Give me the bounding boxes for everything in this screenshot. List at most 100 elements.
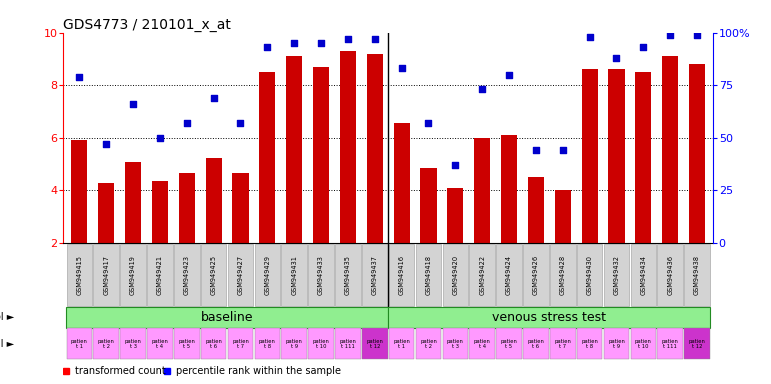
Text: venous stress test: venous stress test xyxy=(493,311,606,324)
FancyBboxPatch shape xyxy=(174,328,200,359)
Text: patien
t 4: patien t 4 xyxy=(151,339,168,349)
Bar xyxy=(98,182,114,243)
FancyBboxPatch shape xyxy=(281,328,307,359)
FancyBboxPatch shape xyxy=(443,328,468,359)
Bar xyxy=(420,168,436,243)
FancyBboxPatch shape xyxy=(577,244,602,306)
Point xyxy=(73,74,86,80)
FancyBboxPatch shape xyxy=(66,328,92,359)
Text: patien
t 7: patien t 7 xyxy=(554,339,571,349)
Point xyxy=(315,40,327,46)
Text: patien
t 1: patien t 1 xyxy=(71,339,88,349)
Point xyxy=(342,36,354,42)
Bar xyxy=(179,173,195,243)
FancyBboxPatch shape xyxy=(497,328,522,359)
Text: protocol ►: protocol ► xyxy=(0,313,15,323)
Text: patien
t 12: patien t 12 xyxy=(689,339,705,349)
FancyBboxPatch shape xyxy=(362,328,388,359)
Point xyxy=(423,120,435,126)
Point xyxy=(637,44,649,50)
Text: GSM949418: GSM949418 xyxy=(426,255,432,295)
Point xyxy=(584,34,596,40)
FancyBboxPatch shape xyxy=(93,328,119,359)
Text: GDS4773 / 210101_x_at: GDS4773 / 210101_x_at xyxy=(63,18,231,31)
FancyBboxPatch shape xyxy=(335,244,361,306)
Point xyxy=(611,55,623,61)
FancyBboxPatch shape xyxy=(658,244,683,306)
Text: GSM949415: GSM949415 xyxy=(76,255,82,295)
FancyBboxPatch shape xyxy=(685,244,710,306)
FancyBboxPatch shape xyxy=(604,244,629,306)
FancyBboxPatch shape xyxy=(227,328,253,359)
Point xyxy=(503,72,515,78)
Text: patien
t 4: patien t 4 xyxy=(473,339,490,349)
Point xyxy=(476,86,488,93)
FancyBboxPatch shape xyxy=(66,307,388,328)
Text: patien
t 5: patien t 5 xyxy=(500,339,517,349)
Text: GSM949432: GSM949432 xyxy=(614,255,619,295)
Point xyxy=(127,101,140,107)
FancyBboxPatch shape xyxy=(416,244,441,306)
FancyBboxPatch shape xyxy=(254,328,280,359)
FancyBboxPatch shape xyxy=(550,328,575,359)
FancyBboxPatch shape xyxy=(66,244,92,306)
Text: patien
t 111: patien t 111 xyxy=(662,339,678,349)
Text: GSM949427: GSM949427 xyxy=(237,255,244,295)
Text: GSM949417: GSM949417 xyxy=(103,255,109,295)
Text: GSM949433: GSM949433 xyxy=(318,255,324,295)
Text: patien
t 7: patien t 7 xyxy=(232,339,249,349)
Text: individual ►: individual ► xyxy=(0,339,15,349)
Text: patien
t 2: patien t 2 xyxy=(420,339,437,349)
Text: GSM949431: GSM949431 xyxy=(291,255,297,295)
Text: GSM949424: GSM949424 xyxy=(506,255,512,295)
Text: patien
t 10: patien t 10 xyxy=(635,339,651,349)
Text: percentile rank within the sample: percentile rank within the sample xyxy=(176,366,341,376)
Bar xyxy=(313,67,329,243)
Text: GSM949423: GSM949423 xyxy=(183,255,190,295)
Bar xyxy=(608,70,625,243)
FancyBboxPatch shape xyxy=(362,244,388,306)
Bar xyxy=(206,157,222,243)
FancyBboxPatch shape xyxy=(577,328,602,359)
FancyBboxPatch shape xyxy=(470,244,495,306)
FancyBboxPatch shape xyxy=(308,328,334,359)
Text: patien
t 2: patien t 2 xyxy=(98,339,115,349)
Bar xyxy=(501,135,517,243)
FancyBboxPatch shape xyxy=(174,244,200,306)
FancyBboxPatch shape xyxy=(120,328,146,359)
Text: GSM949422: GSM949422 xyxy=(480,255,485,295)
FancyBboxPatch shape xyxy=(147,244,173,306)
Text: patien
t 6: patien t 6 xyxy=(205,339,222,349)
Text: GSM949419: GSM949419 xyxy=(130,255,136,295)
Point xyxy=(557,147,569,154)
Text: GSM949428: GSM949428 xyxy=(560,255,566,295)
FancyBboxPatch shape xyxy=(389,244,414,306)
Text: GSM949426: GSM949426 xyxy=(533,255,539,295)
FancyBboxPatch shape xyxy=(308,244,334,306)
Bar xyxy=(393,123,409,243)
FancyBboxPatch shape xyxy=(281,244,307,306)
FancyBboxPatch shape xyxy=(227,244,253,306)
FancyBboxPatch shape xyxy=(254,244,280,306)
Point xyxy=(180,120,193,126)
Text: GSM949430: GSM949430 xyxy=(587,255,593,295)
Text: patien
t 6: patien t 6 xyxy=(527,339,544,349)
Point xyxy=(234,120,247,126)
Bar xyxy=(689,64,705,243)
Bar xyxy=(581,70,598,243)
Text: GSM949438: GSM949438 xyxy=(694,255,700,295)
Text: patien
t 3: patien t 3 xyxy=(125,339,142,349)
FancyBboxPatch shape xyxy=(631,244,656,306)
Bar xyxy=(71,141,87,243)
FancyBboxPatch shape xyxy=(416,328,441,359)
Point xyxy=(288,40,301,46)
Bar xyxy=(152,181,168,243)
Bar xyxy=(635,72,651,243)
FancyBboxPatch shape xyxy=(147,328,173,359)
Bar xyxy=(528,177,544,243)
Bar xyxy=(259,72,275,243)
Text: GSM949421: GSM949421 xyxy=(157,255,163,295)
Point xyxy=(530,147,542,154)
Point xyxy=(396,65,408,71)
Bar xyxy=(662,56,678,243)
